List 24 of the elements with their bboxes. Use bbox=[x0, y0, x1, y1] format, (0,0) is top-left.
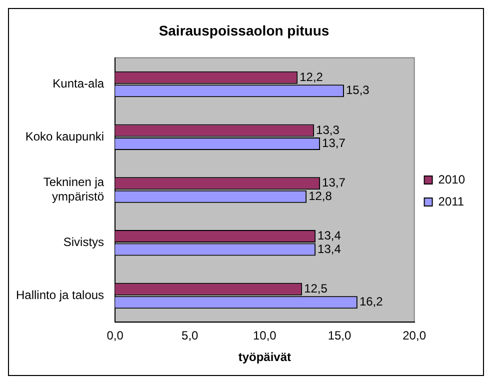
data-label: 13,7 bbox=[322, 176, 346, 190]
y-tick-label: Sivistys bbox=[63, 235, 104, 250]
legend-label: 2010 bbox=[438, 172, 466, 186]
x-tick-label: 0,0 bbox=[106, 328, 124, 343]
x-axis-title: työpäivät bbox=[238, 350, 292, 364]
x-tick-label: 20,0 bbox=[402, 328, 426, 343]
data-label: 12,5 bbox=[304, 281, 328, 296]
data-label: 13,4 bbox=[318, 228, 342, 243]
data-label: 13,3 bbox=[316, 122, 340, 137]
legend-label: 2011 bbox=[438, 194, 464, 208]
data-label: 16,2 bbox=[359, 294, 384, 309]
data-label: 13,4 bbox=[318, 242, 342, 256]
chart-title: Sairauspoissaolon pituus bbox=[158, 22, 330, 38]
y-tick-label: Hallinto ja talous bbox=[16, 288, 104, 302]
data-label: 15,3 bbox=[346, 83, 370, 98]
data-label: 13,7 bbox=[322, 136, 346, 150]
x-tick-label: 10,0 bbox=[252, 328, 277, 343]
data-label: 12,2 bbox=[300, 70, 324, 84]
y-tick-label: Koko kaupunki bbox=[25, 129, 104, 144]
x-tick-label: 15,0 bbox=[328, 328, 352, 343]
y-tick-label: Kunta-ala bbox=[52, 76, 104, 91]
data-label: 12,8 bbox=[308, 188, 332, 203]
x-tick-label: 5,0 bbox=[182, 328, 199, 343]
y-tick-label: Tekninen ja ympäristö bbox=[43, 175, 104, 204]
